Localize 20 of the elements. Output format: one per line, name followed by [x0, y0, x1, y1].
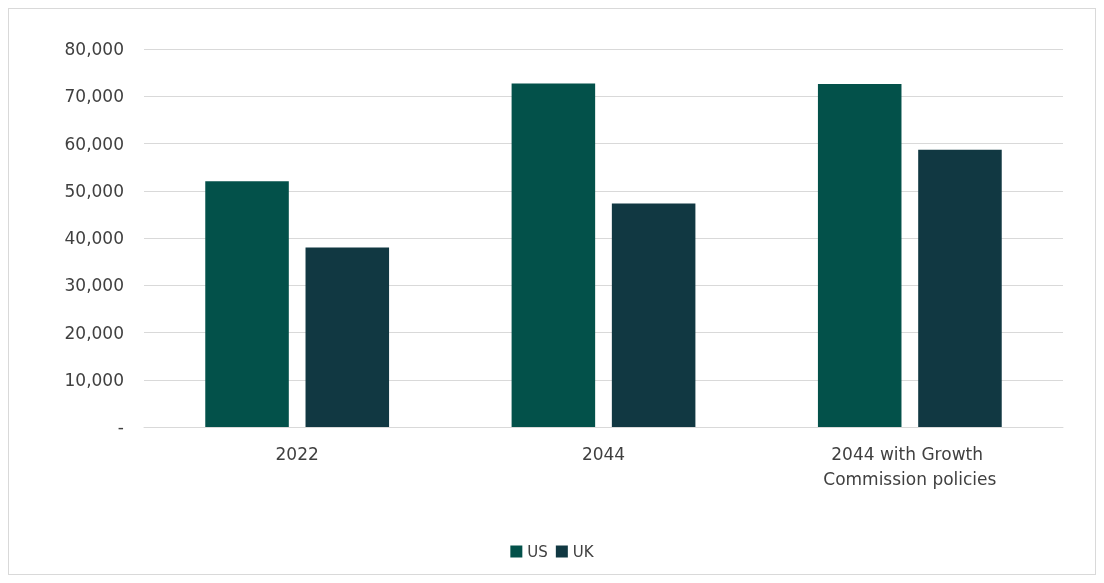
legend-label: UK — [572, 542, 595, 561]
bar — [205, 181, 289, 427]
y-tick-label: 70,000 — [64, 86, 124, 107]
y-tick-label: 60,000 — [64, 133, 124, 154]
bar — [817, 83, 902, 427]
y-tick-label: 10,000 — [64, 369, 124, 390]
bar — [305, 247, 390, 427]
y-tick-label: 40,000 — [64, 228, 124, 248]
y-tick-label: 20,000 — [64, 322, 124, 343]
y-tick-label: 30,000 — [64, 275, 124, 296]
x-tick-label: 2044 — [581, 443, 626, 464]
bar — [918, 149, 1002, 427]
x-tick-label: 2022 — [275, 443, 319, 464]
bar — [511, 83, 596, 427]
legend-label: US — [527, 542, 548, 561]
y-tick-label: 50,000 — [64, 180, 124, 201]
x-tick-label: 2044 with Growth Commission policies — [823, 443, 997, 489]
bar — [611, 203, 696, 427]
y-tick-label: - — [117, 417, 124, 437]
y-tick-label: 80,000 — [64, 39, 124, 59]
